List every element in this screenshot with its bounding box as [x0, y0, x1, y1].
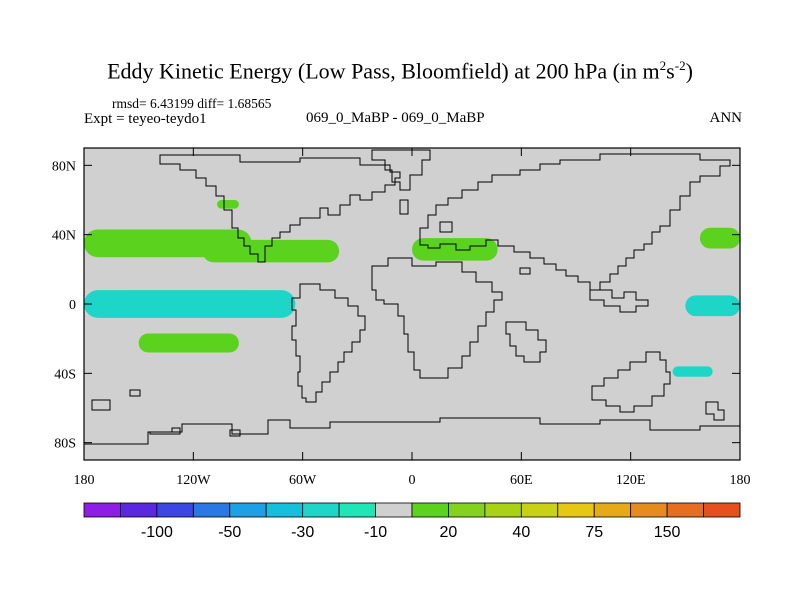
- coastline-arctic-island: [371, 149, 431, 191]
- colorbar-swatch: [448, 502, 486, 518]
- coastline-australia: [591, 351, 671, 413]
- colorbar-swatch: [593, 502, 632, 518]
- colorbar-swatch: [703, 502, 741, 518]
- colorbar-swatch: [265, 502, 304, 518]
- coastline-north-america: [159, 154, 401, 263]
- axes: 180 120W 60W 0 60E 120E 180 80N 40N 0 40S 80S: [52, 148, 751, 488]
- y-tick-label: 0: [69, 298, 76, 313]
- season-label: ANN: [709, 110, 743, 126]
- stats-label: rmsd= 6.43199 diff= 1.68565: [112, 96, 272, 111]
- contour-region: [217, 200, 239, 209]
- x-tick-label: 60W: [289, 473, 317, 488]
- contour-region: [685, 295, 740, 317]
- coastline-layer: [84, 149, 740, 445]
- colorbar-swatch: [338, 502, 376, 518]
- y-tick-label: 80S: [54, 437, 76, 452]
- coastline-indonesia: [589, 289, 649, 313]
- colorbar-label: -50: [218, 524, 241, 541]
- chart-title: Eddy Kinetic Energy (Low Pass, Bloomfiel…: [107, 58, 693, 84]
- colorbar-swatch: [302, 502, 340, 518]
- colorbar-swatch: [192, 502, 231, 518]
- y-tick-label: 80N: [52, 159, 76, 174]
- y-tick-label: 40N: [52, 229, 76, 244]
- x-tick-label: 180: [74, 473, 95, 488]
- contour-region: [202, 239, 340, 263]
- case-label: 069_0_MaBP - 069_0_MaBP: [306, 110, 485, 126]
- x-tick-label: 120E: [616, 473, 646, 488]
- contour-region: [699, 227, 740, 249]
- colorbar-label: 40: [512, 524, 530, 541]
- coastline-africa: [371, 257, 503, 379]
- colorbar-label: -30: [291, 524, 314, 541]
- colorbar-swatch: [156, 502, 194, 518]
- colorbar-label: 75: [585, 524, 603, 541]
- colorbar-label: 150: [654, 524, 681, 541]
- colorbar-swatch: [520, 502, 559, 518]
- coastline-south-america: [291, 283, 366, 403]
- contour-region: [138, 333, 239, 353]
- colorbar-swatch: [83, 502, 121, 518]
- colorbar-swatch: [375, 502, 413, 518]
- coastline-new-zealand: [705, 401, 725, 421]
- colorbar-label: 20: [440, 524, 458, 541]
- contour-region: [412, 238, 498, 261]
- colorbar-swatch: [484, 502, 522, 518]
- coastline-madagascar: [505, 321, 547, 363]
- x-tick-label: 180: [730, 473, 751, 488]
- colorbar-swatch: [229, 502, 267, 518]
- x-tick-label: 0: [409, 473, 416, 488]
- contour-region: [672, 366, 713, 377]
- x-tick-label: 120W: [176, 473, 211, 488]
- x-tick-label: 60E: [510, 473, 533, 488]
- experiment-label: Expt = teyeo-teydo1: [84, 111, 207, 127]
- colorbar-swatch: [120, 502, 158, 518]
- coastline-antarctica: [84, 417, 740, 445]
- coastline-eurasia: [419, 153, 731, 291]
- coastline-islands: [91, 199, 531, 437]
- colorbar-swatch: [666, 502, 704, 518]
- colorbar-label: -100: [141, 524, 173, 541]
- colorbar-swatch: [630, 502, 668, 518]
- colorbar: -100 -50 -30 -10 20 40 75 150: [83, 502, 741, 541]
- y-tick-label: 40S: [54, 367, 76, 382]
- contour-layer: [84, 200, 740, 377]
- contour-region: [84, 290, 296, 318]
- colorbar-label: -10: [364, 524, 387, 541]
- colorbar-swatch: [557, 502, 595, 518]
- colorbar-swatch: [411, 502, 449, 518]
